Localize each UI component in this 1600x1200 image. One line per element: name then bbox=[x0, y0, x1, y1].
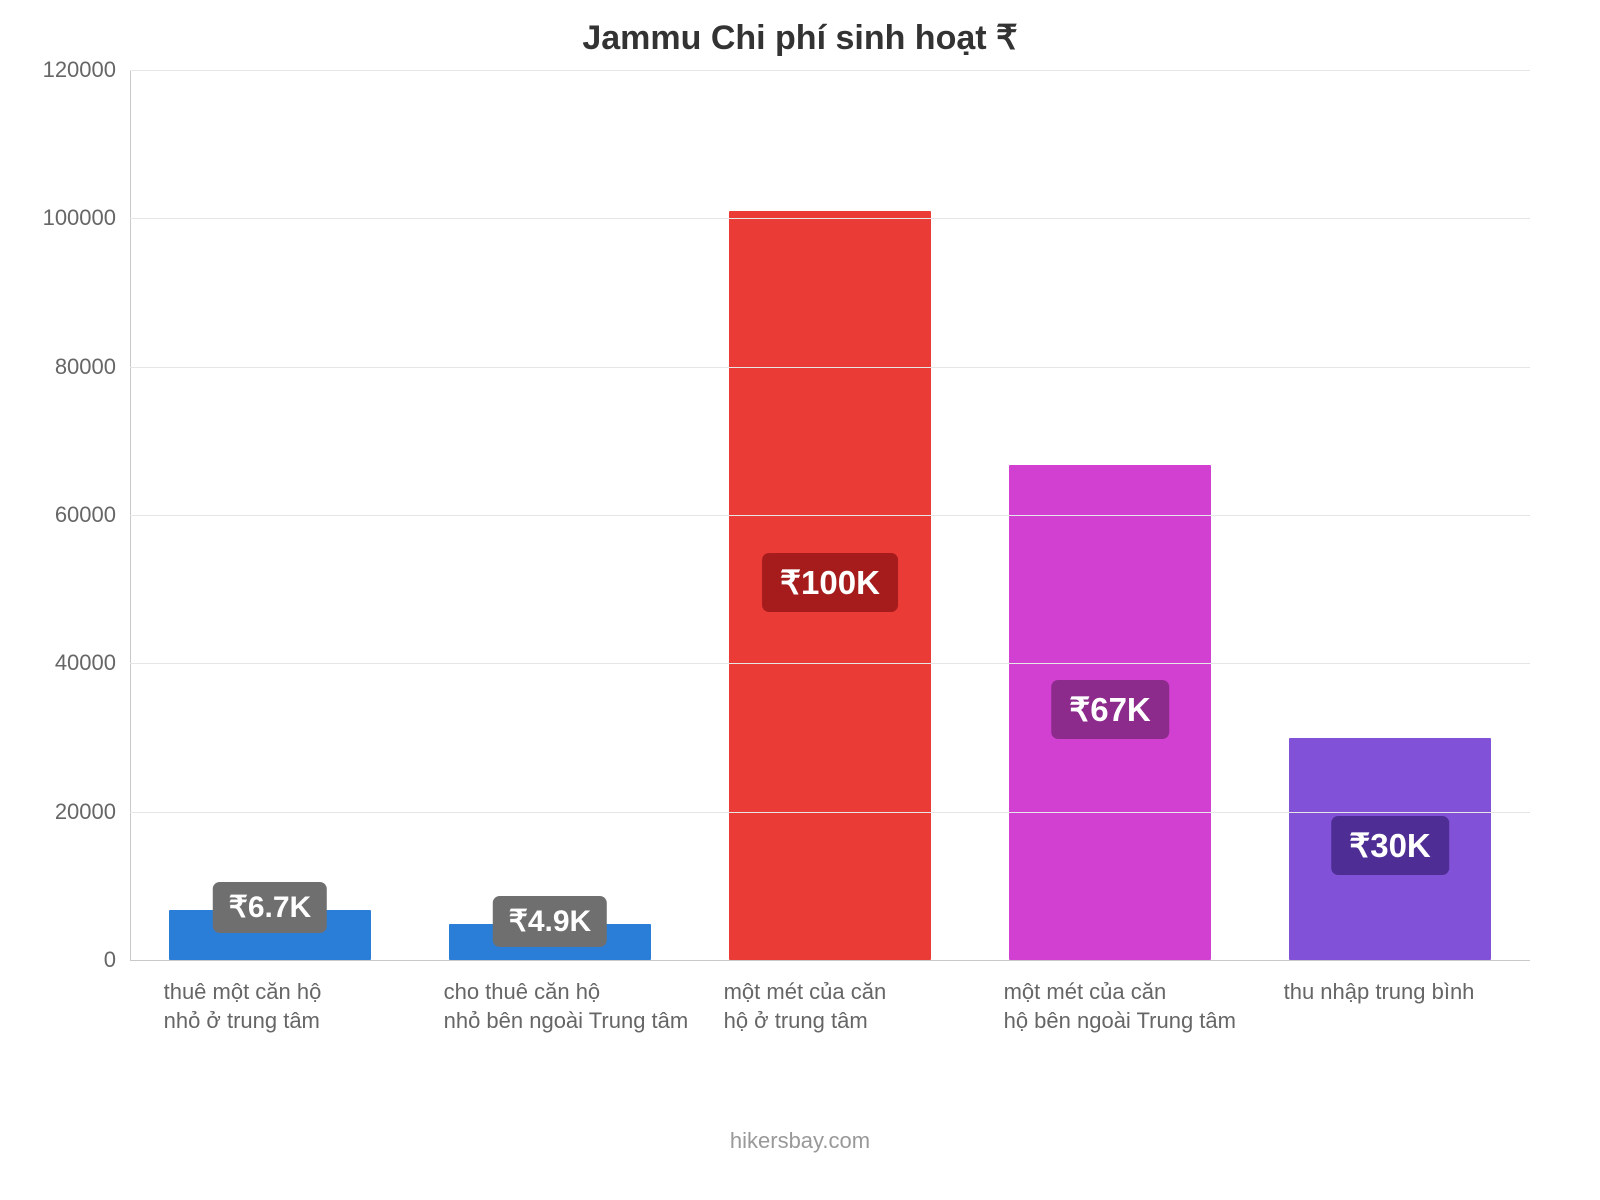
plot-area: ₹6.7K₹4.9K₹100K₹67K₹30K 0200004000060000… bbox=[130, 70, 1530, 960]
gridline bbox=[130, 812, 1530, 813]
y-tick-label: 60000 bbox=[55, 502, 130, 528]
x-tick-label: một mét của cănhộ ở trung tâm bbox=[724, 978, 970, 1035]
x-tick-label-line: thu nhập trung bình bbox=[1284, 978, 1530, 1007]
x-tick-label: một mét của cănhộ bên ngoài Trung tâm bbox=[1004, 978, 1250, 1035]
value-badge: ₹30K bbox=[1331, 816, 1449, 875]
x-tick-label: cho thuê căn hộnhỏ bên ngoài Trung tâm bbox=[444, 978, 690, 1035]
y-tick-label: 0 bbox=[104, 947, 130, 973]
gridline bbox=[130, 70, 1530, 71]
gridline bbox=[130, 367, 1530, 368]
chart-footer: hikersbay.com bbox=[0, 1128, 1600, 1154]
value-badge: ₹6.7K bbox=[213, 882, 327, 933]
x-tick-label: thuê một căn hộnhỏ ở trung tâm bbox=[164, 978, 410, 1035]
x-tick-label: thu nhập trung bình bbox=[1284, 978, 1530, 1007]
x-tick-label-line: hộ ở trung tâm bbox=[724, 1007, 970, 1036]
chart-container: Jammu Chi phí sinh hoạt ₹ ₹6.7K ₹4.9K ₹100… bbox=[0, 0, 1600, 1200]
gridline bbox=[130, 218, 1530, 219]
x-axis-baseline bbox=[130, 960, 1530, 961]
y-tick-label: 120000 bbox=[43, 57, 130, 83]
y-tick-label: 20000 bbox=[55, 799, 130, 825]
x-tick-label-line: cho thuê căn hộ bbox=[444, 978, 690, 1007]
x-tick-label-line: hộ bên ngoài Trung tâm bbox=[1004, 1007, 1250, 1036]
x-tick-label-line: nhỏ bên ngoài Trung tâm bbox=[444, 1007, 690, 1036]
x-tick-label-line: thuê một căn hộ bbox=[164, 978, 410, 1007]
gridline bbox=[130, 663, 1530, 664]
value-badge: ₹100K bbox=[762, 553, 898, 612]
y-tick-label: 40000 bbox=[55, 650, 130, 676]
chart-title: Jammu Chi phí sinh hoạt ₹ bbox=[0, 18, 1600, 58]
y-tick-label: 80000 bbox=[55, 354, 130, 380]
x-tick-label-line: một mét của căn bbox=[724, 978, 970, 1007]
x-tick-label-line: một mét của căn bbox=[1004, 978, 1250, 1007]
y-tick-label: 100000 bbox=[43, 205, 130, 231]
value-badge: ₹4.9K bbox=[493, 896, 607, 947]
x-tick-label-line: nhỏ ở trung tâm bbox=[164, 1007, 410, 1036]
x-axis-labels: thuê một căn hộnhỏ ở trung tâm cho thuê c… bbox=[130, 978, 1530, 1098]
value-badge: ₹67K bbox=[1051, 680, 1169, 739]
gridline bbox=[130, 515, 1530, 516]
